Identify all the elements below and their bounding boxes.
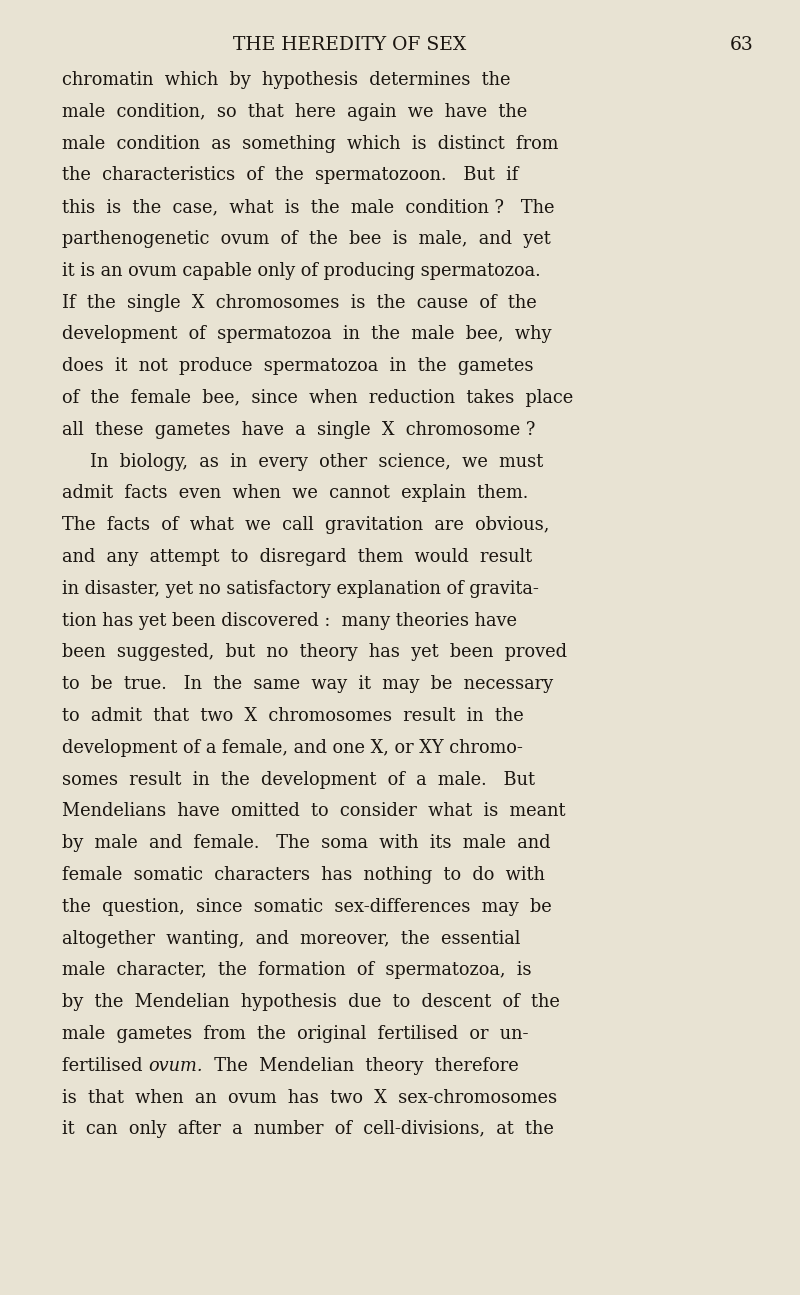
Text: male  character,  the  formation  of  spermatozoa,  is: male character, the formation of spermat… — [62, 961, 531, 979]
Text: the  question,  since  somatic  sex-differences  may  be: the question, since somatic sex-differen… — [62, 897, 552, 916]
Text: male  condition  as  something  which  is  distinct  from: male condition as something which is dis… — [62, 135, 558, 153]
Text: fertilised: fertilised — [62, 1057, 148, 1075]
Text: male  gametes  from  the  original  fertilised  or  un-: male gametes from the original fertilise… — [62, 1026, 529, 1042]
Text: been  suggested,  but  no  theory  has  yet  been  proved: been suggested, but no theory has yet be… — [62, 644, 567, 662]
Text: somes  result  in  the  development  of  a  male.   But: somes result in the development of a mal… — [62, 771, 535, 789]
Text: The  facts  of  what  we  call  gravitation  are  obvious,: The facts of what we call gravitation ar… — [62, 517, 550, 535]
Text: to  admit  that  two  X  chromosomes  result  in  the: to admit that two X chromosomes result i… — [62, 707, 524, 725]
Text: female  somatic  characters  has  nothing  to  do  with: female somatic characters has nothing to… — [62, 866, 545, 884]
Text: tion has yet been discovered :  many theories have: tion has yet been discovered : many theo… — [62, 611, 517, 629]
Text: to  be  true.   In  the  same  way  it  may  be  necessary: to be true. In the same way it may be ne… — [62, 675, 553, 693]
Text: development  of  spermatozoa  in  the  male  bee,  why: development of spermatozoa in the male b… — [62, 325, 551, 343]
Text: THE HEREDITY OF SEX: THE HEREDITY OF SEX — [234, 36, 466, 54]
Text: is  that  when  an  ovum  has  two  X  sex-chromosomes: is that when an ovum has two X sex-chrom… — [62, 1089, 557, 1107]
Text: Mendelians  have  omitted  to  consider  what  is  meant: Mendelians have omitted to consider what… — [62, 803, 566, 821]
Text: ovum.: ovum. — [148, 1057, 202, 1075]
Text: If  the  single  X  chromosomes  is  the  cause  of  the: If the single X chromosomes is the cause… — [62, 294, 537, 312]
Text: this  is  the  case,  what  is  the  male  condition ?   The: this is the case, what is the male condi… — [62, 198, 554, 216]
Text: admit  facts  even  when  we  cannot  explain  them.: admit facts even when we cannot explain … — [62, 484, 528, 502]
Text: it is an ovum capable only of producing spermatozoa.: it is an ovum capable only of producing … — [62, 262, 541, 280]
Text: by  the  Mendelian  hypothesis  due  to  descent  of  the: by the Mendelian hypothesis due to desce… — [62, 993, 560, 1011]
Text: of  the  female  bee,  since  when  reduction  takes  place: of the female bee, since when reduction … — [62, 388, 574, 407]
Text: parthenogenetic  ovum  of  the  bee  is  male,  and  yet: parthenogenetic ovum of the bee is male,… — [62, 231, 550, 249]
Text: all  these  gametes  have  a  single  X  chromosome ?: all these gametes have a single X chromo… — [62, 421, 535, 439]
Text: does  it  not  produce  spermatozoa  in  the  gametes: does it not produce spermatozoa in the g… — [62, 357, 534, 376]
Text: by  male  and  female.   The  soma  with  its  male  and: by male and female. The soma with its ma… — [62, 834, 550, 852]
Text: development of a female, and one X, or XY chromo-: development of a female, and one X, or X… — [62, 739, 523, 756]
Text: male  condition,  so  that  here  again  we  have  the: male condition, so that here again we ha… — [62, 102, 527, 120]
Text: In  biology,  as  in  every  other  science,  we  must: In biology, as in every other science, w… — [90, 452, 543, 470]
Text: altogether  wanting,  and  moreover,  the  essential: altogether wanting, and moreover, the es… — [62, 930, 520, 948]
Text: 63: 63 — [730, 36, 754, 54]
Text: and  any  attempt  to  disregard  them  would  result: and any attempt to disregard them would … — [62, 548, 532, 566]
Text: the  characteristics  of  the  spermatozoon.   But  if: the characteristics of the spermatozoon.… — [62, 166, 518, 184]
Text: chromatin  which  by  hypothesis  determines  the: chromatin which by hypothesis determines… — [62, 71, 510, 89]
Text: it  can  only  after  a  number  of  cell-divisions,  at  the: it can only after a number of cell-divis… — [62, 1120, 554, 1138]
Text: The  Mendelian  theory  therefore: The Mendelian theory therefore — [202, 1057, 518, 1075]
Text: in disaster, yet no satisfactory explanation of gravita-: in disaster, yet no satisfactory explana… — [62, 580, 539, 598]
